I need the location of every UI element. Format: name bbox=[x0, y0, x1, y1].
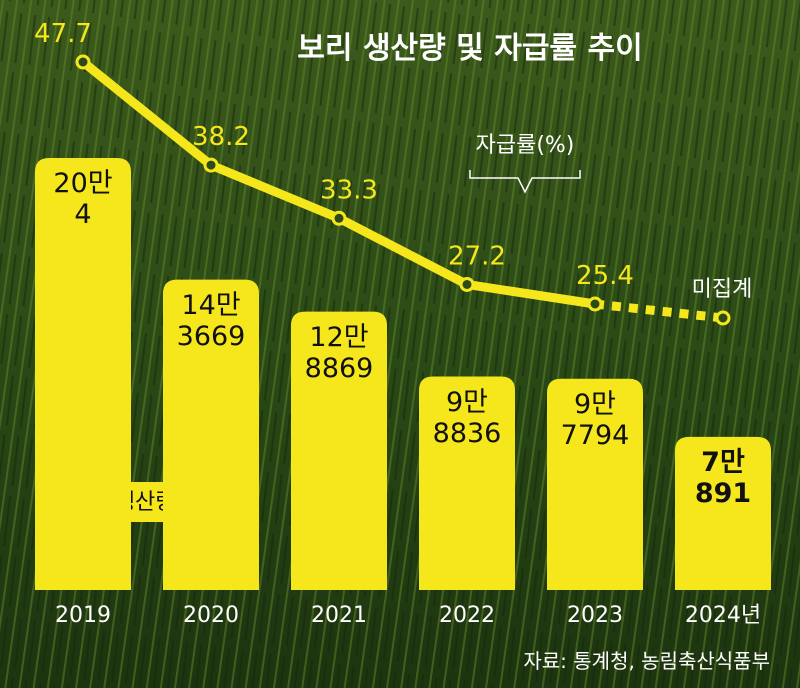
bar bbox=[419, 376, 515, 590]
line-point bbox=[459, 276, 475, 292]
x-tick-label: 2022 bbox=[439, 603, 495, 628]
line-value-label: 38.2 bbox=[192, 122, 250, 152]
line-value-label: 25.4 bbox=[576, 261, 634, 291]
line-end bbox=[715, 310, 731, 326]
line-point bbox=[587, 296, 603, 312]
chart-title: 보리 생산량 및 자급률 추이 bbox=[297, 31, 642, 66]
x-tick-label: 2023 bbox=[567, 603, 623, 628]
bar bbox=[163, 279, 259, 590]
annotation: 미집계 bbox=[692, 277, 753, 302]
line-value-label: 33.3 bbox=[320, 175, 378, 205]
bar-value-label: 14만 3669 bbox=[176, 289, 246, 352]
bar-value-label: 12만 8869 bbox=[304, 321, 374, 384]
bar-value-label: 9만 8836 bbox=[432, 386, 502, 449]
line-extension bbox=[594, 299, 724, 323]
x-tick-label: 2020 bbox=[183, 603, 239, 628]
line-value-label: 27.2 bbox=[448, 241, 506, 271]
x-tick-label: 2019 bbox=[55, 603, 111, 628]
line-point bbox=[331, 210, 347, 226]
legend-bracket bbox=[469, 170, 581, 194]
bar-value-label: 9만 7794 bbox=[560, 388, 630, 451]
bar bbox=[291, 311, 387, 590]
legend-line: 자급률(%) bbox=[476, 133, 575, 158]
bar-value-label: 20만 4 bbox=[53, 168, 113, 231]
bar-value-label: 7만 891 bbox=[694, 446, 752, 509]
line-point bbox=[203, 157, 219, 173]
bar bbox=[675, 436, 771, 590]
line-point bbox=[75, 54, 91, 70]
source: 자료: 통계청, 농림축산식품부 bbox=[523, 649, 770, 673]
line-value-label: 47.7 bbox=[34, 19, 92, 49]
bar bbox=[547, 378, 643, 590]
bar bbox=[35, 158, 131, 590]
x-tick-label: 2021 bbox=[311, 603, 367, 628]
x-tick-label: 2024년 bbox=[685, 603, 761, 628]
